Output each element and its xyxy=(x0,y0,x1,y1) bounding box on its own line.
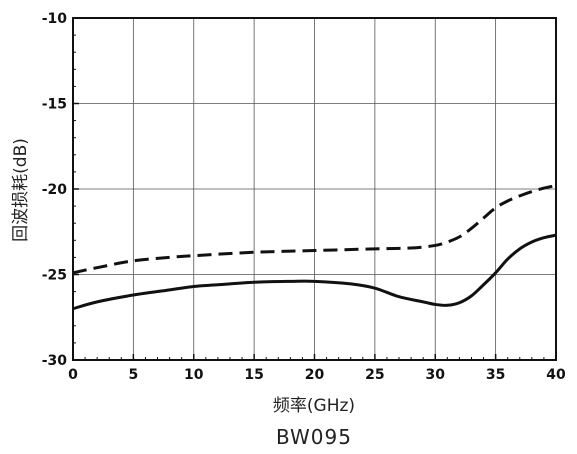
y-tick-label: -20 xyxy=(42,182,68,198)
x-tick-label: 20 xyxy=(305,367,325,383)
x-tick-label: 40 xyxy=(546,367,566,383)
series-line-solid xyxy=(72,233,557,311)
y-tick-label: -10 xyxy=(42,11,68,27)
label-layer: 0 5 10 15 20 25 30 35 40 -30 -25 -20 -15 -10 xyxy=(42,11,566,383)
y-axis-title: 回波损耗(dB) xyxy=(11,138,31,242)
x-tick-label: 35 xyxy=(486,367,505,383)
x-tick-label: 10 xyxy=(184,367,204,383)
x-axis-title: 频率(GHz) xyxy=(273,396,355,416)
series-line-dashed xyxy=(72,184,557,275)
tick-layer xyxy=(72,17,557,361)
x-tick-label: 30 xyxy=(426,367,446,383)
y-tick-label: -15 xyxy=(42,97,67,113)
x-tick-label: 15 xyxy=(244,367,263,383)
x-tick-label: 5 xyxy=(129,367,139,383)
chart-title: BW095 xyxy=(276,425,352,449)
x-tick-label: 25 xyxy=(365,367,384,383)
x-tick-label: 0 xyxy=(68,367,78,383)
series-layer xyxy=(72,184,557,311)
grid-layer xyxy=(73,18,556,360)
y-tick-label: -30 xyxy=(42,353,68,369)
y-tick-label: -25 xyxy=(42,268,67,284)
